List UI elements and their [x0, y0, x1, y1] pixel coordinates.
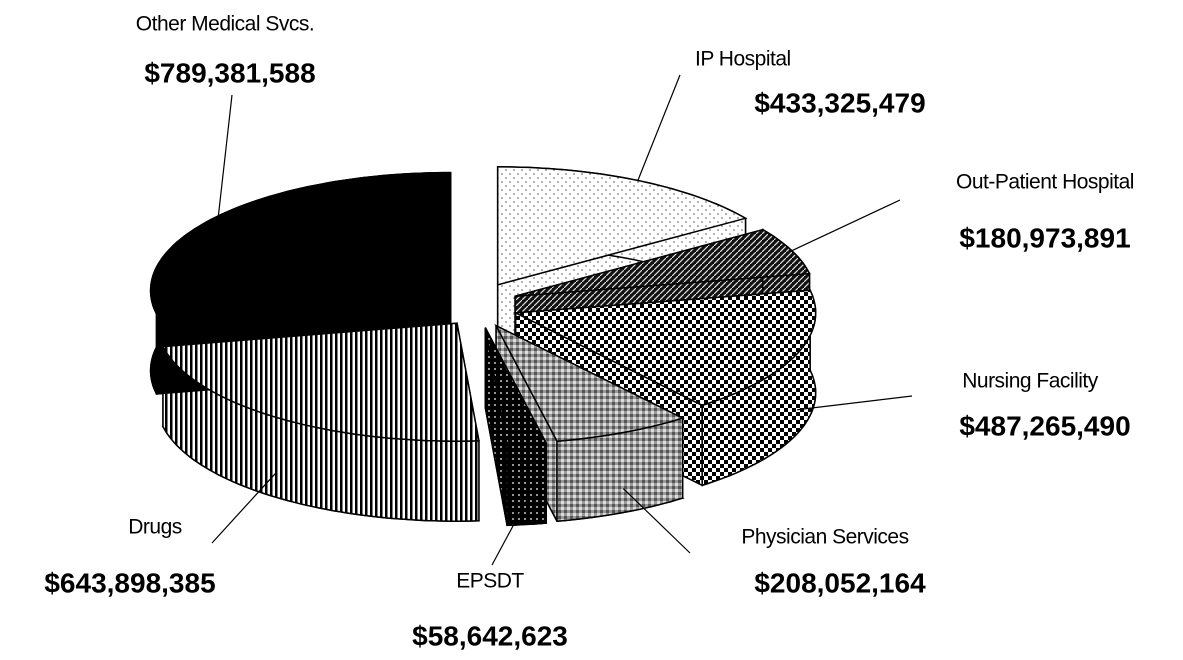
value-label: $58,642,623	[412, 620, 568, 651]
slice	[514, 228, 811, 297]
value-label: $487,265,490	[959, 410, 1130, 441]
value-label: $643,898,385	[44, 567, 215, 598]
slice	[494, 323, 685, 442]
slice-label: EPSDT	[456, 570, 524, 593]
value-label: $180,973,891	[959, 222, 1130, 253]
leader-line	[637, 74, 681, 181]
slice-label: Out-Patient Hospital	[956, 171, 1134, 194]
value-label: $433,325,479	[754, 87, 925, 118]
leader-line	[217, 94, 233, 216]
slice	[149, 171, 452, 315]
slice	[496, 166, 748, 286]
leader-line	[211, 472, 277, 544]
slice-label: Other Medical Svcs.	[136, 13, 314, 36]
leader-line	[491, 500, 528, 566]
leader-line	[797, 395, 913, 411]
value-label: $789,381,588	[144, 57, 315, 88]
slice	[512, 289, 817, 407]
value-label: $208,052,164	[754, 567, 926, 598]
slice	[484, 327, 548, 447]
slice-label: Drugs	[128, 516, 182, 539]
slice	[161, 322, 480, 442]
leader-line	[791, 199, 901, 252]
pie-tops	[149, 166, 817, 447]
leader-line	[622, 488, 691, 554]
slice-label: Physician Services	[741, 526, 908, 549]
slice-label: IP Hospital	[695, 48, 791, 71]
labels: IP Hospital $433,325,479 Out-Patient Hospi…	[44, 13, 1134, 652]
slice-label: Nursing Facility	[962, 370, 1099, 393]
slice-side	[506, 442, 547, 527]
